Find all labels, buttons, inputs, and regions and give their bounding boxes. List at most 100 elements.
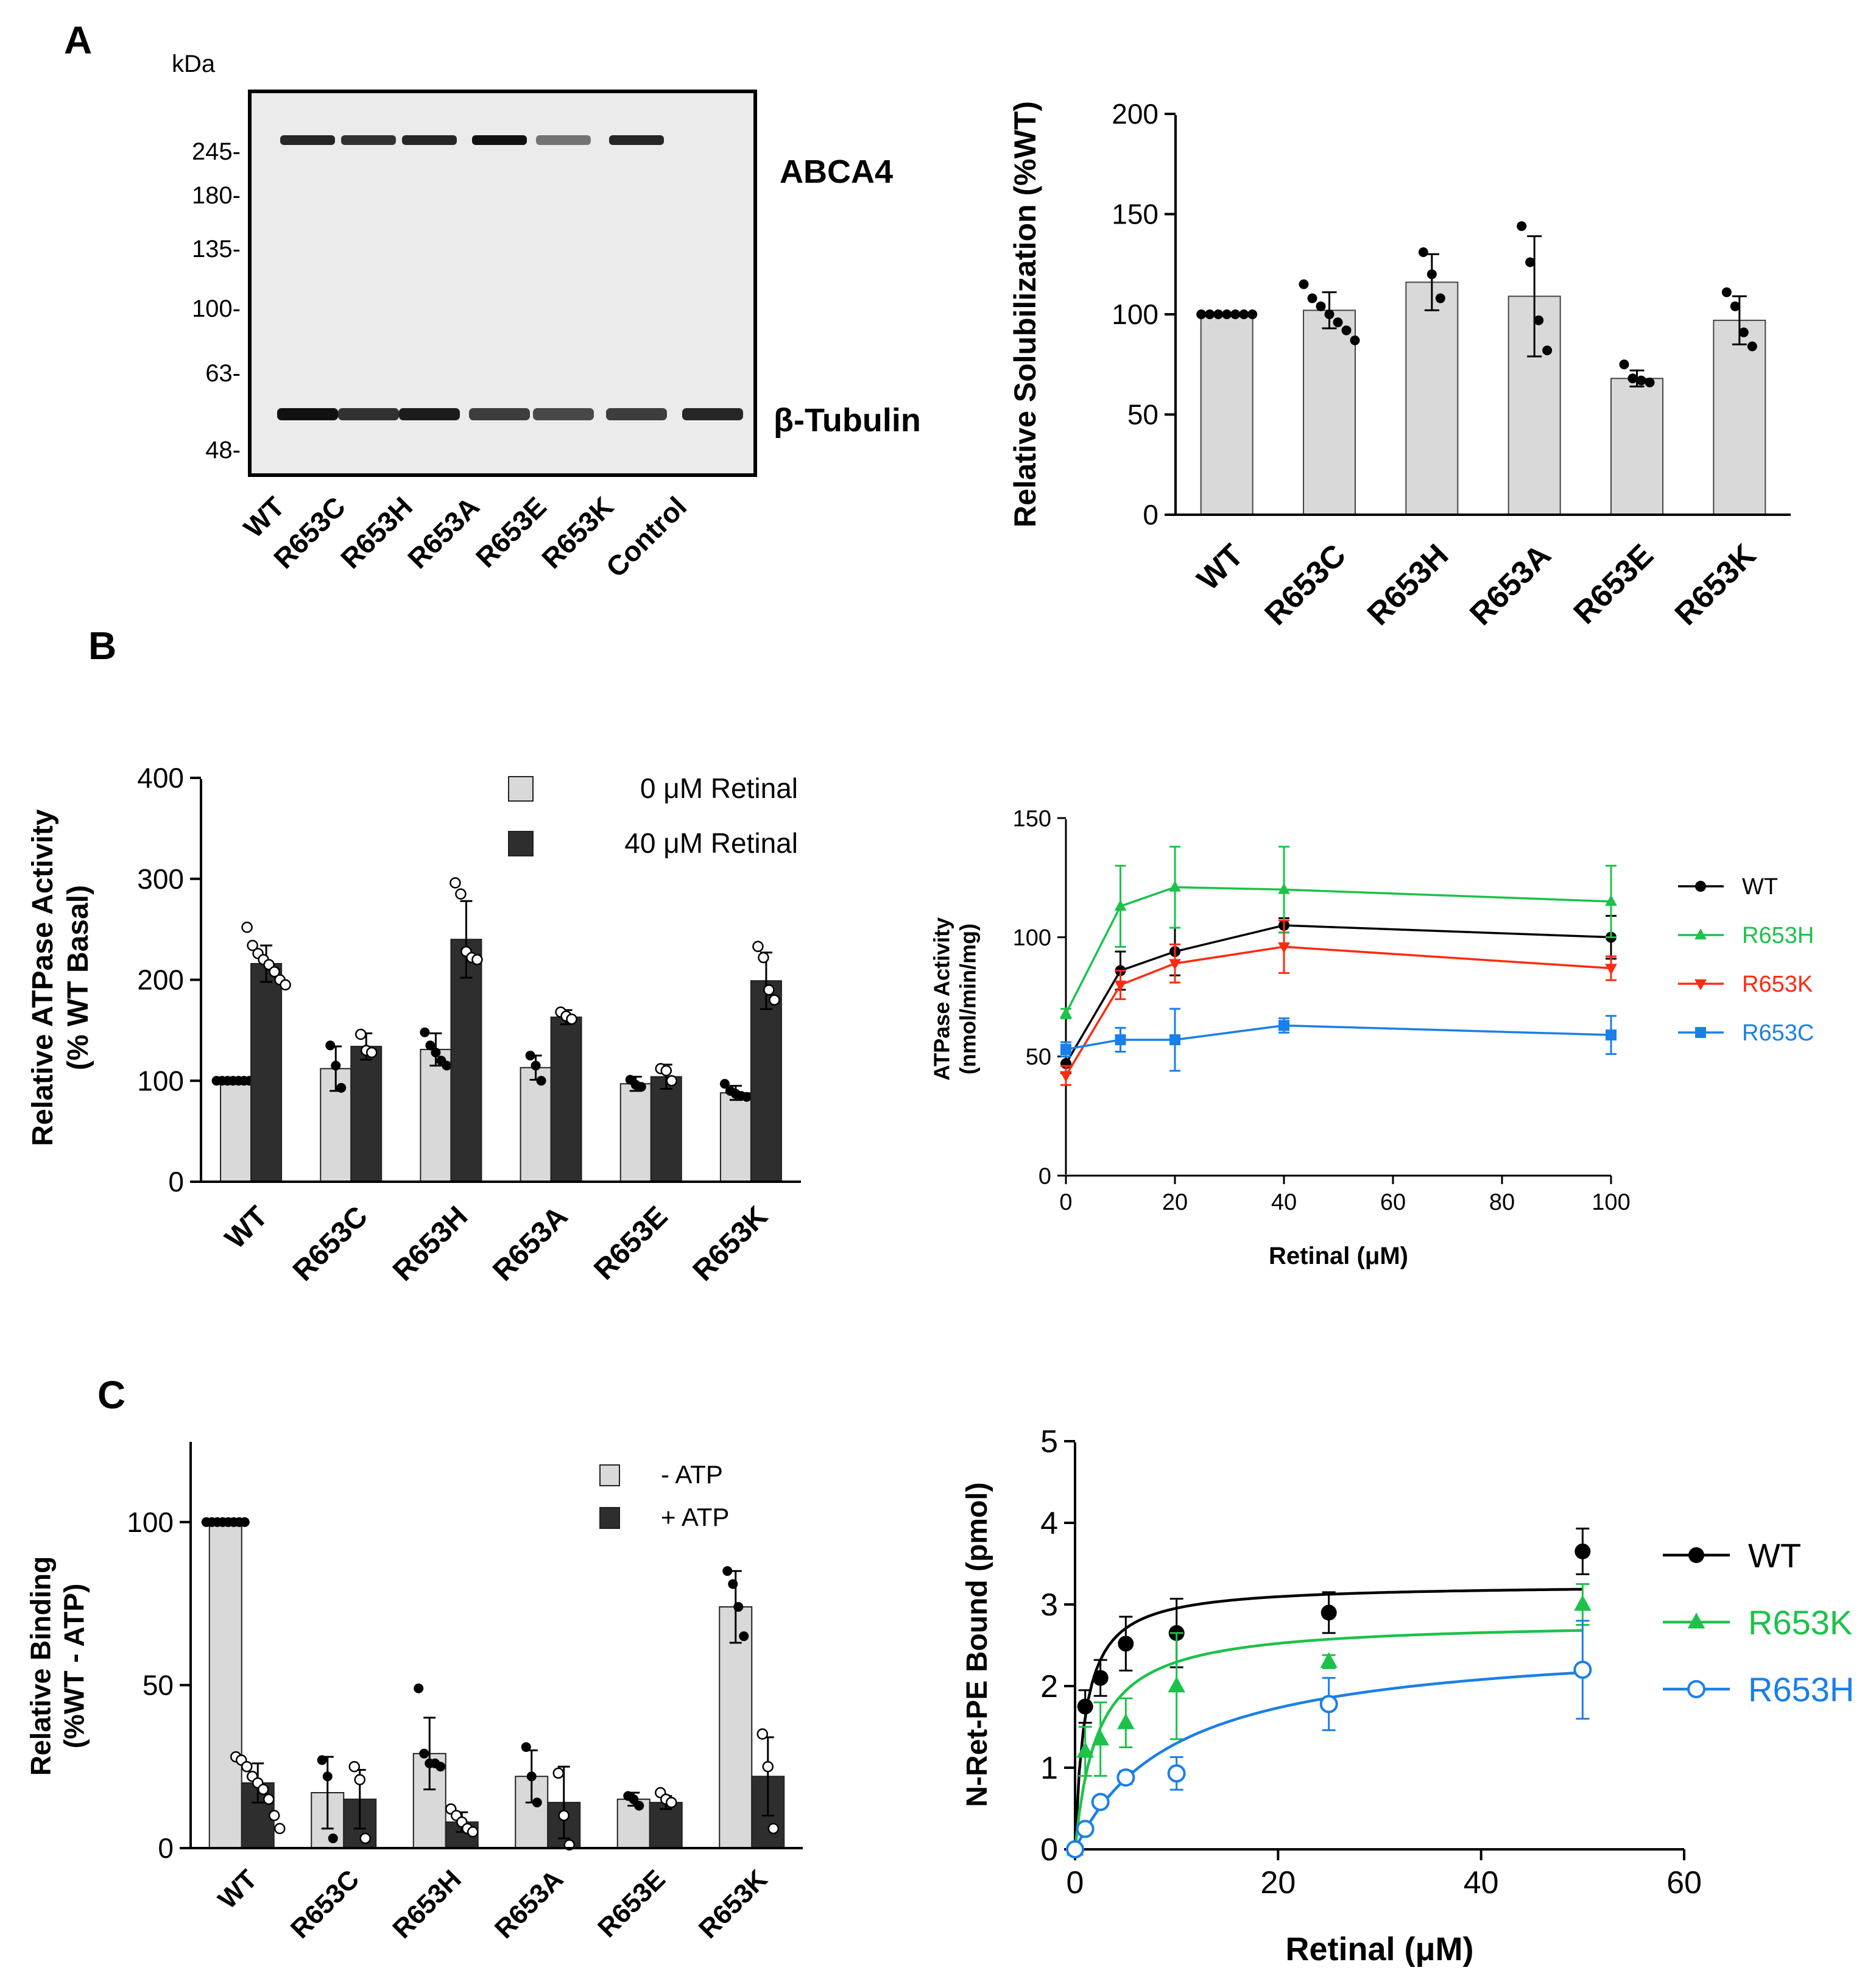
data-point (1247, 309, 1258, 319)
data-point (328, 1833, 338, 1843)
data-point (1606, 1029, 1617, 1041)
legend-marker (1694, 928, 1707, 940)
data-point (241, 1760, 253, 1773)
data-point (660, 1065, 672, 1076)
a-y-tick-label: 50 (1127, 399, 1158, 431)
a-y-tick-label: 100 (1112, 298, 1158, 330)
data-point (1307, 293, 1317, 303)
data-point (1091, 1793, 1110, 1812)
data-point (1573, 1661, 1592, 1679)
data-point (1534, 315, 1544, 325)
legend-swatch (599, 1507, 620, 1529)
b2-y-tick-label: 100 (1013, 925, 1051, 951)
x-tick-label: WT (1190, 537, 1250, 597)
data-point (1167, 1764, 1186, 1783)
x-tick-label: WT (213, 1864, 263, 1915)
x-axis-label: Retinal (μM) (1285, 1931, 1473, 1968)
data-point (317, 1755, 327, 1765)
legend-label: R653H (1742, 923, 1814, 948)
data-point (1077, 1698, 1093, 1715)
data-point (425, 1040, 436, 1051)
c1-y-tick-label: 50 (143, 1670, 174, 1701)
b1-y-tick-label: 300 (137, 863, 184, 895)
data-point (1627, 373, 1638, 384)
data-point (1060, 1071, 1072, 1082)
x-tick-label: 60 (1380, 1190, 1406, 1215)
x-tick-label: 40 (1271, 1190, 1297, 1215)
data-point (1321, 1604, 1337, 1621)
data-point (366, 1046, 378, 1059)
x-tick-label: 40 (1464, 1865, 1499, 1901)
data-point (733, 1601, 744, 1612)
data-point (1747, 341, 1757, 351)
band-abca4 (609, 135, 664, 145)
data-point (269, 965, 280, 978)
western-blot: kDa 245- 180- 135- 100- 63- 48- ABCA4 β-Tubul… (172, 51, 921, 584)
data-point (1196, 309, 1207, 319)
bar (350, 1045, 383, 1183)
x-tick-label: 60 (1666, 1865, 1702, 1901)
data-point (241, 922, 253, 933)
data-point (274, 1823, 286, 1835)
data-point (666, 1075, 677, 1087)
data-point (1118, 1636, 1134, 1652)
data-point (1605, 895, 1617, 906)
data-point (354, 1774, 365, 1785)
data-point (1517, 221, 1527, 231)
bar (719, 1092, 752, 1183)
data-point (739, 1631, 749, 1642)
legend-label: R653K (1742, 972, 1813, 997)
lane-label: WT (238, 490, 291, 543)
x-tick-label: R653K (1668, 537, 1763, 632)
data-point (1333, 317, 1343, 328)
legend-swatch (508, 831, 534, 856)
data-point (322, 1771, 333, 1782)
data-point (521, 1742, 531, 1752)
data-point (1730, 301, 1740, 311)
band-abca4 (472, 135, 527, 145)
data-point (1114, 899, 1127, 911)
legend-label: 40 μM Retinal (624, 827, 798, 859)
x-tick-label: R653C (1258, 537, 1353, 632)
bar (250, 962, 283, 1182)
data-point (239, 1517, 250, 1527)
x-tick-label: 20 (1260, 1865, 1296, 1901)
x-tick-label: R653K (693, 1864, 774, 1944)
x-tick-label: 80 (1489, 1190, 1515, 1215)
data-point (636, 1082, 646, 1092)
data-point (1299, 279, 1309, 289)
mw-marker-label: 135- (192, 236, 241, 263)
data-point (1230, 309, 1241, 319)
kda-label: kDa (172, 51, 216, 77)
mw-marker-label: 100- (192, 295, 241, 322)
data-point (634, 1801, 644, 1811)
data-point (1316, 301, 1326, 311)
x-tick-label: 20 (1162, 1190, 1188, 1215)
series-line (1065, 945, 1612, 1076)
legend-label: + ATP (661, 1503, 729, 1531)
data-point (1169, 959, 1181, 970)
data-point (525, 1050, 535, 1061)
x-tick-label: WT (219, 1200, 274, 1255)
data-point (336, 1082, 347, 1093)
bar (1200, 314, 1254, 515)
x-tick-label: 100 (1592, 1190, 1630, 1215)
data-point (763, 984, 775, 996)
legend-label: R653H (1748, 1670, 1854, 1709)
data-point (1324, 309, 1335, 319)
data-point (455, 888, 467, 900)
data-point (558, 1810, 570, 1821)
data-point (1091, 1729, 1109, 1746)
c1-y-tick-label: 0 (158, 1832, 174, 1864)
panel-letter-c: C (97, 1373, 125, 1417)
band-tubulin (277, 408, 338, 420)
x-tick-label: 0 (1059, 1190, 1072, 1215)
band-tubulin (399, 408, 460, 420)
data-point (355, 1028, 367, 1040)
series-line (1065, 1024, 1612, 1051)
data-point (450, 877, 461, 889)
data-point (728, 1579, 738, 1589)
band-tubulin (682, 408, 743, 420)
data-point (552, 1767, 564, 1779)
